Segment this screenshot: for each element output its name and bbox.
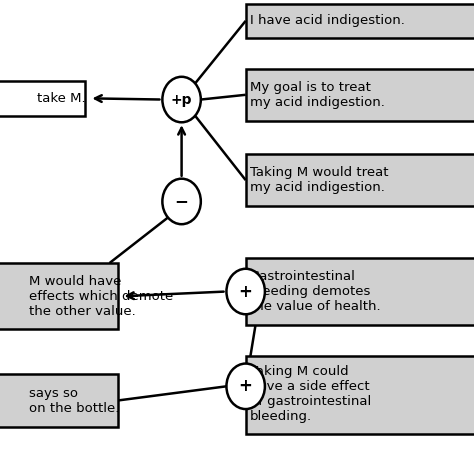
Text: M would have
effects which demote
the other value.: M would have effects which demote the ot… (29, 275, 173, 318)
Circle shape (227, 269, 265, 314)
Text: +: + (239, 377, 253, 395)
FancyBboxPatch shape (0, 263, 118, 329)
Text: Taking M would treat
my acid indigestion.: Taking M would treat my acid indigestion… (250, 166, 388, 194)
FancyBboxPatch shape (0, 374, 118, 427)
Text: take M.: take M. (37, 92, 86, 105)
Text: says so
on the bottle.: says so on the bottle. (29, 386, 120, 415)
FancyBboxPatch shape (0, 81, 85, 116)
Circle shape (163, 179, 201, 224)
Text: My goal is to treat
my acid indigestion.: My goal is to treat my acid indigestion. (250, 81, 384, 109)
Text: Taking M could
have a side effect
of gastrointestinal
bleeding.: Taking M could have a side effect of gas… (250, 365, 371, 423)
Text: I have acid indigestion.: I have acid indigestion. (250, 14, 404, 27)
FancyBboxPatch shape (246, 356, 474, 434)
FancyBboxPatch shape (246, 69, 474, 121)
Text: −: − (174, 192, 189, 210)
Text: +: + (239, 283, 253, 301)
Circle shape (227, 364, 265, 409)
Circle shape (163, 77, 201, 122)
FancyBboxPatch shape (246, 258, 474, 325)
FancyBboxPatch shape (246, 154, 474, 206)
FancyBboxPatch shape (246, 4, 474, 38)
Text: Gastrointestinal
bleeding demotes
the value of health.: Gastrointestinal bleeding demotes the va… (250, 270, 380, 313)
Text: +p: +p (171, 92, 192, 107)
